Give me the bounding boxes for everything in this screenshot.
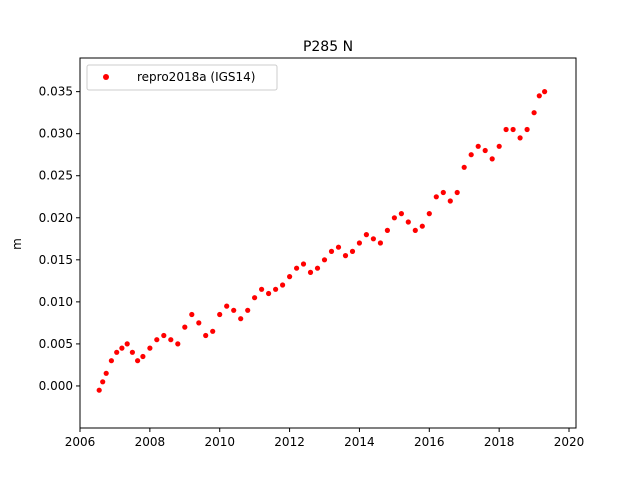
data-point: [468, 152, 474, 158]
data-point: [503, 126, 509, 133]
y-tick-label: 0.035: [39, 85, 73, 99]
data-point: [370, 236, 376, 242]
data-point: [433, 194, 439, 200]
data-point: [447, 198, 453, 204]
x-tick-label: 2016: [414, 435, 445, 449]
data-point: [342, 253, 349, 259]
data-point: [328, 248, 335, 254]
data-point: [536, 93, 542, 99]
x-tick-label: 2014: [344, 435, 375, 449]
y-tick-label: 0.010: [39, 295, 73, 309]
data-point: [321, 257, 328, 263]
y-tick-label: 0.005: [39, 337, 73, 351]
data-point: [475, 143, 481, 149]
data-point: [419, 223, 425, 229]
data-point: [100, 379, 106, 385]
y-tick-label: 0.020: [39, 211, 73, 225]
data-point: [154, 337, 160, 343]
data-point: [280, 282, 286, 288]
data-point: [147, 345, 153, 351]
data-point: [168, 337, 174, 343]
plot-frame: [79, 57, 577, 429]
data-point: [510, 126, 516, 133]
legend-marker: [103, 74, 109, 80]
data-point: [356, 240, 362, 246]
legend: repro2018a (IGS14): [86, 64, 278, 91]
data-point: [412, 227, 418, 233]
data-point: [300, 261, 307, 267]
data-point: [266, 290, 272, 297]
data-point: [96, 387, 102, 393]
legend-box: [86, 64, 278, 91]
x-tick-label: 2008: [135, 435, 166, 449]
data-point: [377, 240, 383, 246]
x-axis: 2006 2008 2010 2012 2014 2016 2018 2020: [65, 428, 585, 449]
data-point: [238, 316, 244, 322]
data-point: [114, 349, 120, 355]
data-point: [542, 89, 548, 95]
data-point: [398, 211, 404, 217]
data-point: [108, 358, 114, 364]
data-point: [135, 358, 141, 364]
data-point: [314, 265, 321, 271]
data-point: [294, 265, 300, 271]
y-axis: 0.000 0.005 0.010 0.015 0.020 0.025 0.030 0.035: [39, 85, 80, 393]
data-point: [259, 286, 265, 292]
y-axis-label: m: [10, 238, 24, 250]
data-point: [349, 248, 356, 254]
data-point: [307, 269, 314, 275]
data-point: [182, 324, 188, 330]
data-point: [245, 307, 251, 313]
data-point: [175, 341, 181, 347]
data-point: [496, 143, 502, 149]
x-tick-label: 2012: [274, 435, 305, 449]
data-point: [454, 189, 460, 196]
data-point: [231, 307, 237, 313]
x-tick-label: 2010: [204, 435, 235, 449]
data-point: [217, 311, 223, 318]
data-point: [335, 244, 342, 250]
data-point: [252, 295, 258, 301]
data-point: [524, 126, 530, 133]
data-point: [210, 328, 216, 334]
data-points: [96, 89, 548, 393]
data-point: [489, 156, 495, 162]
y-tick-label: 0.000: [39, 379, 73, 393]
data-point: [405, 219, 411, 225]
y-tick-label: 0.015: [39, 253, 73, 267]
data-point: [161, 332, 167, 339]
data-point: [461, 164, 467, 170]
data-point: [203, 332, 209, 339]
data-point: [287, 274, 293, 280]
data-point: [517, 135, 523, 141]
legend-label: repro2018a (IGS14): [137, 70, 255, 84]
y-tick-label: 0.025: [39, 169, 73, 183]
data-point: [119, 345, 125, 351]
x-tick-label: 2018: [484, 435, 515, 449]
x-tick-label: 2020: [554, 435, 585, 449]
data-point: [103, 370, 109, 376]
data-point: [363, 232, 369, 238]
data-point: [391, 215, 397, 221]
data-point: [273, 286, 279, 292]
data-point: [196, 320, 202, 326]
data-point: [440, 189, 446, 196]
data-point: [426, 211, 432, 217]
data-point: [384, 227, 390, 233]
data-point: [189, 311, 195, 318]
data-point: [531, 110, 537, 116]
y-tick-label: 0.030: [39, 127, 73, 141]
data-point: [129, 349, 135, 355]
x-tick-label: 2006: [65, 435, 96, 449]
data-point: [482, 147, 488, 154]
data-point: [140, 353, 146, 360]
data-point: [224, 303, 230, 309]
chart-title: P285 N: [303, 39, 353, 55]
data-point: [124, 341, 130, 347]
